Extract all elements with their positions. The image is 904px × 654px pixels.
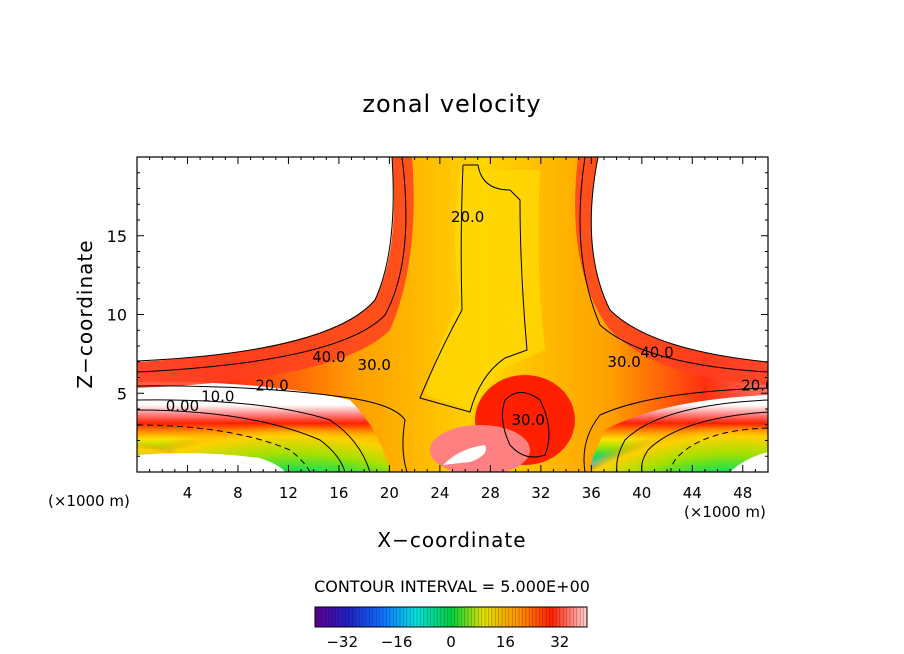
contour-line-10-right [616, 399, 768, 472]
contour-line-20-right [583, 387, 768, 472]
x-tick-label: 16 [329, 484, 348, 502]
contour-label: 10.0 [201, 387, 234, 405]
contour-line-0-right [641, 411, 768, 472]
x-tick-label: 4 [183, 484, 193, 502]
contour-label: 20.0 [255, 376, 288, 394]
x-tick-label: 48 [733, 484, 752, 502]
contour-label: 20.0 [741, 376, 774, 394]
x-tick-label: 44 [683, 484, 702, 502]
contour-lines [137, 157, 768, 472]
y-tick-label: 5 [117, 384, 127, 403]
x-axis: 4 8 12 16 20 24 28 32 36 40 44 48 [149, 157, 756, 502]
contour-label: 40.0 [312, 348, 345, 366]
left-white-region [137, 453, 285, 472]
center-white-region [443, 445, 486, 465]
right-negative-lobe [585, 377, 768, 472]
central-column [137, 157, 768, 472]
contour-line-30-right [579, 157, 768, 373]
x-tick-label: 36 [582, 484, 601, 502]
colorbar-tick-label: −16 [381, 633, 413, 651]
y-tick-label: 15 [107, 227, 127, 246]
x-tick-label: 12 [279, 484, 298, 502]
x-tick-label: 24 [430, 484, 449, 502]
contour-line-40-left [137, 157, 394, 362]
colorbar-ticks: −32 −16 0 16 32 [326, 633, 569, 651]
upper-jet-band-right [575, 157, 768, 385]
x-tick-label: 32 [531, 484, 550, 502]
contour-interval-label: CONTOUR INTERVAL = 5.000E+00 [314, 577, 590, 596]
colorbar-tick-label: 16 [496, 633, 515, 651]
contour-label: 30.0 [512, 411, 545, 429]
colorbar-tick-label: 0 [446, 633, 456, 651]
contour-line-10-left [137, 399, 371, 472]
x-unit-left: (×1000 m) [48, 492, 130, 510]
y-axis: 5 10 15 [107, 172, 768, 457]
contour-label: 20.0 [451, 208, 484, 226]
x-tick-label: 28 [481, 484, 500, 502]
contour-label: 0.00 [166, 397, 199, 415]
x-tick-label: 20 [380, 484, 399, 502]
x-tick-label: 8 [233, 484, 243, 502]
colorbar: −32 −16 0 16 32 [314, 606, 588, 651]
y-axis-label: Z−coordinate [73, 239, 97, 388]
x-axis-label: X−coordinate [377, 528, 526, 552]
colorbar-tick-label: 32 [550, 633, 569, 651]
y-tick-label: 10 [107, 306, 127, 325]
contour-line-neg-right [670, 427, 768, 472]
colorbar-tick-label: −32 [326, 633, 358, 651]
contour-label: 30.0 [358, 356, 391, 374]
contour-line-30-blob [501, 392, 550, 458]
contour-line-40-right [590, 157, 768, 363]
contour-line-0-left [137, 409, 346, 472]
right-white-region [730, 452, 768, 472]
contour-line-30-left [137, 157, 407, 373]
contour-label: 40.0 [640, 343, 673, 361]
colorbar-stripes [318, 607, 584, 627]
x-tick-label: 40 [632, 484, 651, 502]
contour-line-20-core [419, 164, 528, 413]
chart-title: zonal velocity [362, 90, 541, 118]
contour-label: 30.0 [607, 353, 640, 371]
contour-line-20-left [137, 385, 408, 472]
contour-line-neg-left [137, 424, 311, 472]
upper-jet-band [137, 157, 414, 388]
x-unit-right: (×1000 m) [684, 503, 766, 521]
column-core [425, 170, 545, 410]
